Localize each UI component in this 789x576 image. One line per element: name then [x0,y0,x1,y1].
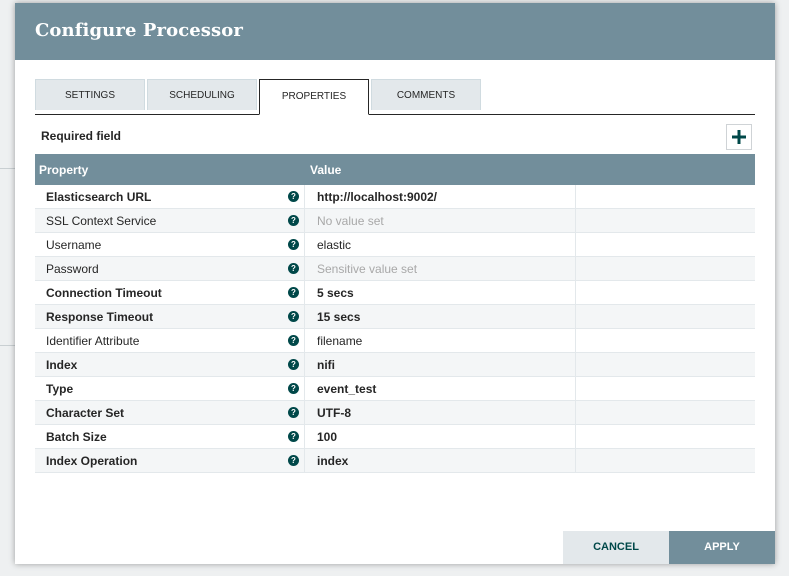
properties-table: Property Value Elasticsearch URL? http://… [35,154,755,473]
property-name: Index [46,358,78,372]
column-divider [304,425,305,449]
column-divider [304,401,305,425]
property-value[interactable]: No value set [317,214,384,228]
question-circle-icon[interactable]: ? [288,263,299,274]
column-divider [575,233,576,257]
property-value[interactable]: http://localhost:9002/ [317,190,438,204]
column-divider [575,329,576,353]
table-row[interactable]: Identifier Attribute? filename [35,329,755,353]
column-header-value: Value [310,163,342,177]
property-value[interactable]: 100 [317,430,338,444]
table-row[interactable]: Batch Size? 100 [35,425,755,449]
column-divider [304,377,305,401]
table-row[interactable]: Connection Timeout? 5 secs [35,281,755,305]
plus-icon [732,130,746,144]
column-divider [304,257,305,281]
dialog-header: Configure Processor [15,3,775,60]
property-name: Password [46,262,99,276]
column-divider [304,209,305,233]
property-name: Connection Timeout [46,286,162,300]
question-circle-icon[interactable]: ? [288,287,299,298]
table-header: Property Value [35,154,755,185]
canvas-grid-line [0,168,15,169]
table-row[interactable]: Index Operation? index [35,449,755,473]
column-divider [575,377,576,401]
column-divider [575,353,576,377]
table-row[interactable]: Character Set? UTF-8 [35,401,755,425]
question-circle-icon[interactable]: ? [288,191,299,202]
question-circle-icon[interactable]: ? [288,407,299,418]
property-name: Batch Size [46,430,107,444]
question-circle-icon[interactable]: ? [288,239,299,250]
table-row[interactable]: SSL Context Service? No value set [35,209,755,233]
tab-bar: SETTINGS SCHEDULING PROPERTIES COMMENTS [35,79,755,115]
property-value[interactable]: index [317,454,349,468]
table-row[interactable]: Elasticsearch URL? http://localhost:9002/ [35,185,755,209]
tab-properties[interactable]: PROPERTIES [259,79,369,115]
dialog-title: Configure Processor [35,20,243,41]
apply-button[interactable]: APPLY [669,531,775,564]
table-row[interactable]: Username? elastic [35,233,755,257]
table-row[interactable]: Response Timeout? 15 secs [35,305,755,329]
column-divider [575,209,576,233]
property-value[interactable]: event_test [317,382,377,396]
column-divider [575,425,576,449]
property-value[interactable]: UTF-8 [317,406,351,420]
question-circle-icon[interactable]: ? [288,383,299,394]
canvas-grid-line [0,345,15,346]
column-divider [575,401,576,425]
table-row[interactable]: Password? Sensitive value set [35,257,755,281]
property-name: Character Set [46,406,125,420]
property-value[interactable]: filename [317,334,363,348]
add-property-button[interactable] [726,124,752,150]
property-name: Response Timeout [46,310,154,324]
tab-comments[interactable]: COMMENTS [371,79,481,110]
question-circle-icon[interactable]: ? [288,335,299,346]
property-name: Identifier Attribute [46,334,140,348]
required-field-label: Required field [41,129,122,143]
column-divider [575,185,576,209]
column-divider [304,353,305,377]
property-value[interactable]: Sensitive value set [317,262,418,276]
column-divider [575,449,576,473]
question-circle-icon[interactable]: ? [288,215,299,226]
property-value[interactable]: elastic [317,238,352,252]
column-divider [304,449,305,473]
column-divider [304,329,305,353]
property-name: Index Operation [46,454,138,468]
table-row[interactable]: Index? nifi [35,353,755,377]
column-divider [304,233,305,257]
column-divider [304,185,305,209]
property-name: Elasticsearch URL [46,190,152,204]
column-header-property: Property [39,163,89,177]
property-value[interactable]: 15 secs [317,310,361,324]
cancel-button[interactable]: CANCEL [563,531,669,564]
question-circle-icon[interactable]: ? [288,311,299,322]
column-divider [575,305,576,329]
table-row[interactable]: Type? event_test [35,377,755,401]
table-body: Elasticsearch URL? http://localhost:9002/… [35,185,755,473]
column-divider [575,281,576,305]
column-divider [304,281,305,305]
column-divider [304,305,305,329]
property-value[interactable]: 5 secs [317,286,354,300]
question-circle-icon[interactable]: ? [288,455,299,466]
property-value[interactable]: nifi [317,358,335,372]
property-name: SSL Context Service [46,214,157,228]
tab-settings[interactable]: SETTINGS [35,79,145,110]
configure-processor-dialog: Configure Processor SETTINGS SCHEDULING … [15,3,775,564]
property-name: Type [46,382,74,396]
property-name: Username [46,238,102,252]
tab-scheduling[interactable]: SCHEDULING [147,79,257,110]
column-divider [575,257,576,281]
question-circle-icon[interactable]: ? [288,359,299,370]
question-circle-icon[interactable]: ? [288,431,299,442]
